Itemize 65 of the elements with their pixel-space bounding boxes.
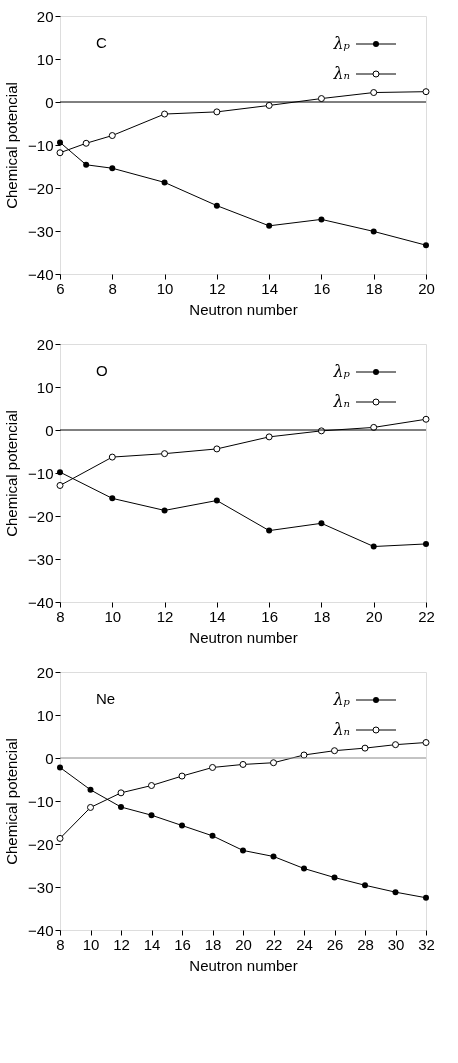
- x-tick-label: 10: [82, 935, 100, 953]
- legend-label: λₙ: [332, 64, 350, 83]
- y-tick-label: 0: [45, 93, 54, 111]
- y-tick-label: 10: [36, 50, 54, 68]
- x-tick-label: 10: [104, 607, 122, 625]
- x-tick-label: 8: [108, 279, 117, 297]
- y-tick-label: 10: [36, 378, 54, 396]
- y-tick-label: 20: [36, 663, 54, 681]
- x-tick-label: 6: [56, 279, 65, 297]
- x-tick-label: 22: [418, 607, 435, 625]
- x-tick-label: 22: [265, 935, 283, 953]
- y-axis-title: Chemical potencial: [3, 738, 21, 865]
- y-tick-label: 20: [36, 335, 54, 353]
- x-tick-label: 32: [418, 935, 435, 953]
- x-tick-label: 12: [156, 607, 174, 625]
- y-tick-label: −30: [28, 878, 54, 896]
- y-tick-label: 0: [45, 749, 54, 767]
- x-axis-title: Neutron number: [189, 628, 298, 646]
- x-tick-label: 30: [387, 935, 405, 953]
- y-tick-label: −40: [28, 921, 54, 939]
- x-tick-label: 10: [156, 279, 174, 297]
- x-tick-label: 20: [365, 607, 383, 625]
- legend-label: λₚ: [332, 690, 351, 709]
- x-tick-label: 14: [209, 607, 226, 625]
- x-tick-label: 18: [365, 279, 383, 297]
- legend-label: λₙ: [332, 720, 350, 739]
- x-tick-label: 12: [209, 279, 226, 297]
- y-tick-label: −40: [28, 265, 54, 283]
- y-tick-label: 0: [45, 421, 54, 439]
- legend-label: λₚ: [332, 362, 351, 381]
- legend-label: λₚ: [332, 34, 351, 53]
- annotation: O: [96, 362, 108, 379]
- x-tick-label: 12: [113, 935, 130, 953]
- x-tick-label: 28: [357, 935, 374, 953]
- x-tick-label: 18: [313, 607, 331, 625]
- x-axis-title: Neutron number: [189, 300, 298, 318]
- x-tick-label: 8: [56, 607, 65, 625]
- y-tick-label: −10: [28, 464, 54, 482]
- x-tick-label: 20: [235, 935, 252, 953]
- legend-label: λₙ: [332, 392, 350, 411]
- y-tick-label: −20: [28, 179, 54, 197]
- y-tick-label: −30: [28, 550, 54, 568]
- x-tick-label: 16: [174, 935, 191, 953]
- x-tick-label: 14: [143, 935, 161, 953]
- annotation: Ne: [96, 690, 116, 707]
- y-tick-label: 10: [36, 706, 54, 724]
- x-tick-label: 16: [313, 279, 331, 297]
- x-tick-label: 16: [261, 607, 278, 625]
- x-axis-title: Neutron number: [189, 956, 298, 974]
- x-tick-label: 14: [261, 279, 278, 297]
- x-tick-label: 24: [296, 935, 313, 953]
- x-tick-label: 8: [56, 935, 65, 953]
- y-tick-label: −10: [28, 136, 54, 154]
- x-tick-label: 26: [326, 935, 344, 953]
- y-axis-title: Chemical potencial: [3, 410, 21, 537]
- y-tick-label: −30: [28, 222, 54, 240]
- x-tick-label: 18: [204, 935, 222, 953]
- y-tick-label: −20: [28, 835, 54, 853]
- x-tick-label: 20: [418, 279, 435, 297]
- y-tick-label: −10: [28, 792, 54, 810]
- y-tick-label: −40: [28, 593, 54, 611]
- y-tick-label: −20: [28, 507, 54, 525]
- annotation: C: [96, 34, 107, 51]
- y-axis-title: Chemical potencial: [3, 82, 21, 209]
- y-tick-label: 20: [36, 7, 54, 25]
